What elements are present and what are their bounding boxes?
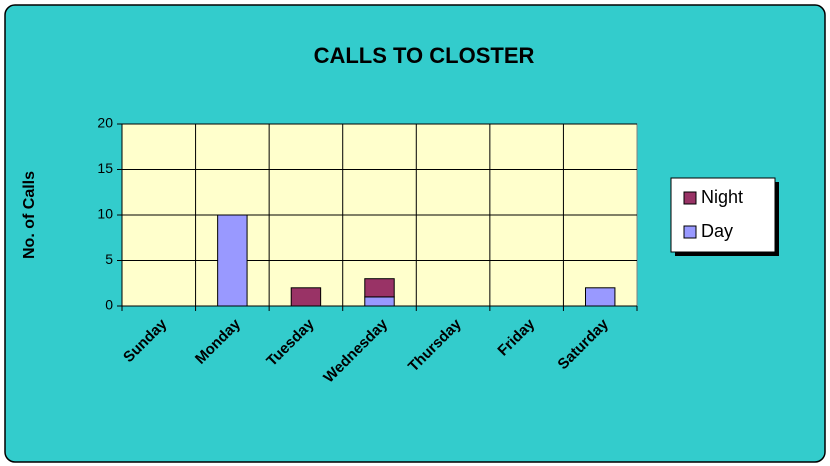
y-tick-label: 15: [97, 160, 113, 176]
bar-segment: [364, 296, 395, 307]
y-tick-label: 0: [105, 297, 113, 313]
legend-label: Day: [701, 221, 733, 241]
y-axis-label: No. of Calls: [21, 171, 38, 259]
chart-title: CALLS TO CLOSTER: [314, 43, 535, 68]
legend-swatch: [683, 225, 697, 239]
bar-segment: [585, 287, 616, 307]
y-tick-label: 5: [105, 251, 113, 267]
legend: [670, 177, 776, 253]
legend-label: Night: [701, 187, 743, 207]
bar-segment: [217, 214, 248, 307]
y-tick-label: 20: [97, 115, 113, 131]
bar-segment: [364, 278, 395, 298]
bar-segment: [290, 287, 322, 307]
legend-swatch: [683, 191, 697, 205]
y-tick-label: 10: [97, 206, 113, 222]
